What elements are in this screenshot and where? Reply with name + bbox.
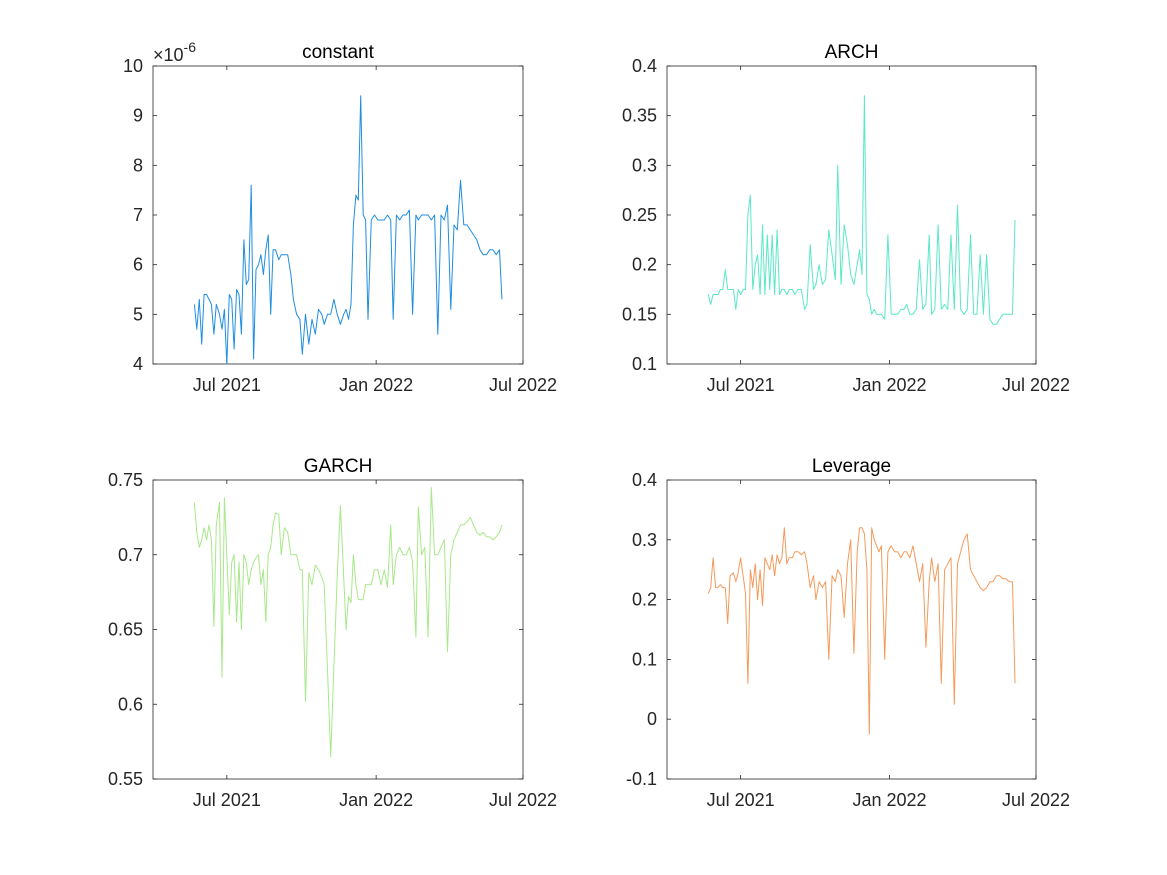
subplot-title: constant [302, 42, 375, 63]
axes-box [666, 65, 1037, 365]
x-tick-label: Jan 2022 [339, 375, 413, 395]
x-tick-label: Jan 2022 [339, 790, 413, 810]
x-tick-label: Jul 2021 [707, 375, 775, 395]
y-tick-label: 0.7 [118, 545, 143, 565]
y-tick-label: 0.35 [622, 106, 657, 126]
y-tick-label: 5 [133, 304, 143, 324]
y-tick-label: 8 [133, 155, 143, 175]
series-line-garch [193, 487, 503, 758]
subplot-constant: 4 5 6 7 8 9 10 Jul 2021 Jan 2022 Jul 2022 ×10-6 con… [123, 39, 557, 395]
y-tick-label: 0.1 [632, 354, 657, 374]
y-tick-label: 0.4 [632, 470, 657, 490]
axes-box [152, 65, 524, 365]
subplot-title: Leverage [812, 456, 891, 477]
series-line-leverage [707, 527, 1016, 735]
y-tick-label: 0.2 [632, 590, 657, 610]
y-exponent-label: ×10-6 [153, 39, 196, 65]
x-tick-label: Jul 2021 [193, 375, 261, 395]
y-tick-label: 0.4 [632, 56, 657, 76]
axes-box [666, 479, 1037, 780]
y-tick-label: 0.2 [632, 255, 657, 275]
x-tick-label: Jul 2022 [1002, 790, 1070, 810]
x-tick-label: Jan 2022 [852, 790, 926, 810]
subplot-leverage: -0.1 0 0.1 0.2 0.3 0.4 Jul 2021 Jan 2022 Jul 202… [626, 456, 1070, 810]
x-tick-label: Jan 2022 [852, 375, 926, 395]
subplot-garch: 0.55 0.6 0.65 0.7 0.75 Jul 2021 Jan 2022 Jul 20… [108, 456, 557, 810]
y-tick-label: 10 [123, 56, 143, 76]
y-tick-label: 0.1 [632, 649, 657, 669]
y-tick-label: 9 [133, 106, 143, 126]
series-line-arch [707, 95, 1016, 325]
series-line-constant [193, 95, 503, 365]
subplot-title: ARCH [825, 42, 879, 63]
x-tick-label: Jul 2022 [489, 790, 557, 810]
y-tick-label: 0.3 [632, 530, 657, 550]
x-tick-label: Jul 2021 [707, 790, 775, 810]
x-tick-label: Jul 2022 [489, 375, 557, 395]
y-tick-label: 0 [647, 709, 657, 729]
y-tick-label: 0.3 [632, 155, 657, 175]
y-tick-label: 7 [133, 205, 143, 225]
subplot-title: GARCH [304, 456, 373, 477]
y-tick-label: 0.55 [108, 769, 143, 789]
y-tick-label: 0.65 [108, 620, 143, 640]
axes-box [152, 479, 524, 780]
y-tick-label: 4 [133, 354, 143, 374]
subplot-arch: 0.1 0.15 0.2 0.25 0.3 0.35 0.4 Jul 2021 Jan 2022… [622, 42, 1070, 395]
y-tick-label: -0.1 [626, 769, 657, 789]
y-tick-label: 6 [133, 255, 143, 275]
y-tick-label: 0.25 [622, 205, 657, 225]
x-tick-label: Jul 2021 [193, 790, 261, 810]
y-tick-label: 0.15 [622, 304, 657, 324]
y-tick-label: 0.75 [108, 470, 143, 490]
y-tick-label: 0.6 [118, 694, 143, 714]
x-tick-label: Jul 2022 [1002, 375, 1070, 395]
